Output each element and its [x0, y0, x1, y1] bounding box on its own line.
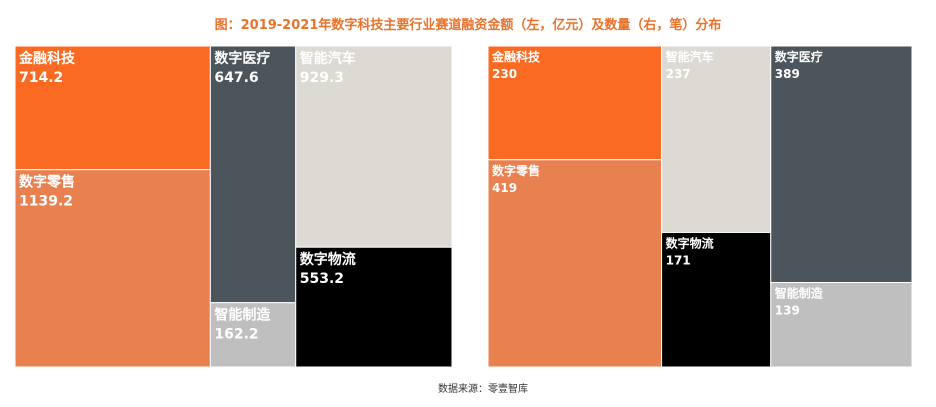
treemap-rect [14, 169, 211, 368]
treemap-value-label: 647.6 [214, 70, 258, 86]
treemap-category-label: 数字物流 [666, 235, 714, 250]
treemap-category-label: 金融科技 [18, 50, 76, 67]
treemap-cell: 数字零售 419 [487, 159, 663, 368]
treemap-category-label: 数字医疗 [214, 50, 270, 67]
treemap-category-label: 数字医疗 [775, 49, 823, 64]
treemap-category-label: 智能汽车 [665, 49, 714, 64]
treemap-category-label: 智能制造 [213, 307, 270, 324]
treemap-funding-amount: 金融科技 714.2 数字零售 1139.2 数字医疗 647.6 智能制造 162.2 智能汽… [14, 45, 453, 368]
treemap-cell: 数字医疗 389 [770, 45, 913, 283]
data-source-note: 数据来源：零壹智库 [438, 384, 528, 395]
treemap-value-label: 714.2 [19, 70, 63, 86]
treemap-value-label: 237 [666, 67, 691, 81]
treemap-rect [14, 45, 211, 171]
treemap-category-label: 数字物流 [300, 251, 356, 268]
treemap-value-label: 230 [492, 67, 517, 81]
treemap-rect [661, 231, 772, 368]
treemap-category-label: 智能制造 [774, 285, 824, 300]
treemap-cell: 智能制造 139 [770, 281, 913, 368]
treemap-cell: 智能汽车 929.3 [295, 45, 453, 248]
treemap-cell: 数字医疗 647.6 [209, 45, 297, 304]
treemap-rect [209, 302, 297, 368]
treemap-category-label: 智能汽车 [299, 50, 356, 67]
chart-title: 图：2019-2021年数字科技主要行业赛道融资金额（左，亿元）及数量（右，笔）… [214, 18, 722, 33]
treemap-cell: 智能汽车 237 [661, 45, 772, 233]
treemap-value-label: 171 [666, 253, 691, 267]
treemap-rect [295, 246, 453, 368]
treemap-rect [770, 281, 913, 368]
treemap-cell: 数字零售 1139.2 [14, 169, 211, 368]
treemap-value-label: 419 [492, 181, 517, 195]
treemap-value-label: 553.2 [300, 271, 344, 287]
treemap-cell: 金融科技 230 [487, 45, 663, 161]
treemap-category-label: 数字零售 [19, 174, 75, 191]
treemap-cell: 数字物流 171 [661, 231, 772, 368]
treemap-value-label: 139 [775, 303, 800, 317]
treemap-category-label: 金融科技 [491, 49, 541, 64]
treemap-value-label: 162.2 [214, 327, 258, 343]
treemap-value-label: 1139.2 [19, 194, 73, 210]
treemap-funding-count-svg: 金融科技 230 数字零售 419 智能汽车 237 数字物流 171 数字医疗 389 智能制造 1… [487, 45, 913, 368]
treemap-rect [295, 45, 453, 248]
treemap-cell: 金融科技 714.2 [14, 45, 211, 171]
treemap-value-label: 929.3 [300, 70, 344, 86]
treemap-funding-amount-svg: 金融科技 714.2 数字零售 1139.2 数字医疗 647.6 智能制造 162.2 智能汽… [14, 45, 453, 368]
treemap-cell: 智能制造 162.2 [209, 302, 297, 368]
treemap-cell: 数字物流 553.2 [295, 246, 453, 368]
treemap-funding-count: 金融科技 230 数字零售 419 智能汽车 237 数字物流 171 数字医疗 389 智能制造 1… [487, 45, 913, 368]
treemap-category-label: 数字零售 [492, 163, 540, 178]
treemap-rect [209, 45, 297, 304]
treemap-value-label: 389 [775, 67, 800, 81]
treemap-rect [487, 159, 663, 368]
treemap-rect [770, 45, 913, 283]
